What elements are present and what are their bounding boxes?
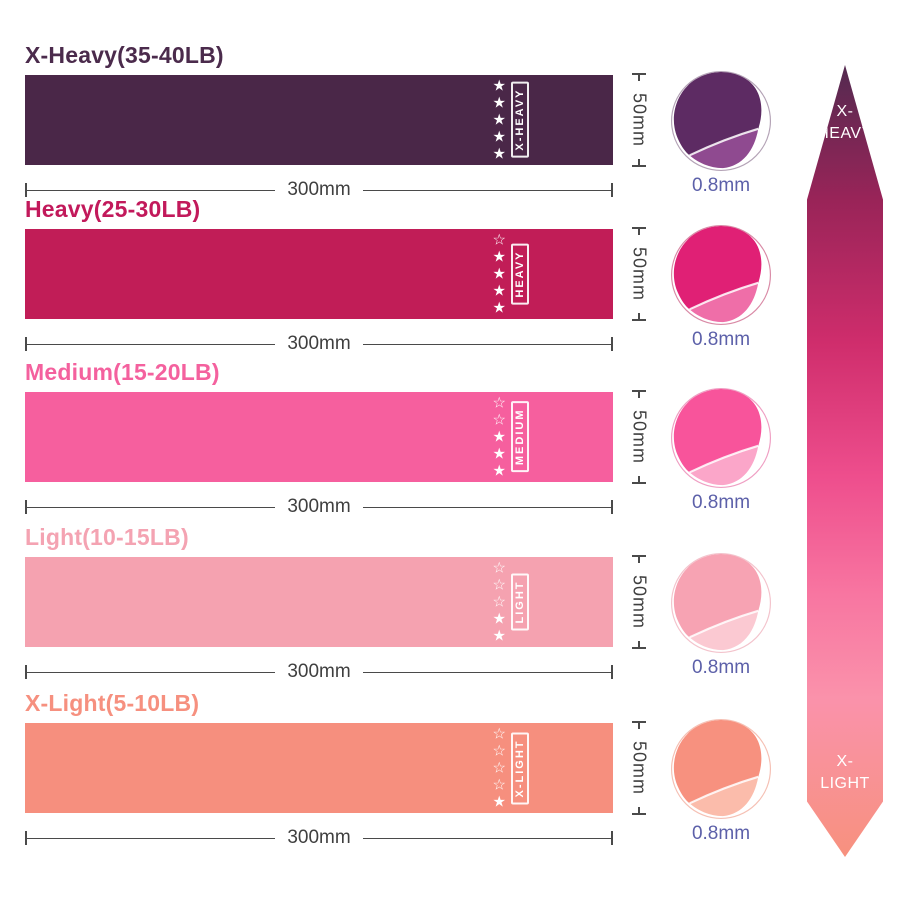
folded-band-icon	[670, 224, 772, 326]
band-swatch: ☆ ☆ ☆ ☆ ★ X-LIGHT	[25, 723, 613, 813]
dimension-tick-icon	[611, 665, 614, 679]
width-dimension: 300mm	[25, 496, 614, 518]
band-swatch: ☆ ☆ ☆ ★ ★ LIGHT	[25, 557, 613, 647]
tick-bottom-icon	[632, 639, 646, 649]
dimension-tick-icon	[25, 337, 27, 351]
height-dimension-label: 50mm	[629, 409, 650, 464]
band-badge: ☆ ★ ★ ★ ★ HEAVY	[492, 230, 529, 317]
thickness-photo	[670, 387, 772, 489]
band-tag-label: MEDIUM	[511, 401, 529, 473]
height-dimension: 50mm	[622, 390, 656, 484]
thickness-label: 0.8mm	[691, 175, 751, 196]
height-dimension-label: 50mm	[629, 740, 650, 795]
dimension-line	[27, 343, 276, 345]
width-dimension-label: 300mm	[287, 179, 351, 200]
folded-band-icon	[670, 718, 772, 820]
band-badge: ★ ★ ★ ★ ★ X-HEAVY	[492, 76, 529, 163]
dimension-tick-icon	[611, 183, 614, 197]
scale-bottom-label: X- LIGHT	[820, 753, 870, 792]
width-dimension: 300mm	[25, 179, 614, 201]
height-dimension-label: 50mm	[629, 574, 650, 629]
thickness-label: 0.8mm	[691, 329, 751, 350]
tick-top-icon	[632, 555, 646, 565]
dimension-line	[362, 671, 612, 673]
dimension-line	[27, 671, 276, 673]
dimension-line	[362, 343, 612, 345]
star-rating: ☆ ☆ ☆ ☆ ★	[492, 724, 506, 811]
thickness-label: 0.8mm	[691, 492, 751, 513]
band-badge: ☆ ☆ ☆ ★ ★ LIGHT	[492, 558, 529, 645]
tick-bottom-icon	[632, 157, 646, 167]
dimension-line	[27, 189, 276, 191]
width-dimension-label: 300mm	[287, 661, 351, 682]
band-tag-label: HEAVY	[511, 243, 529, 305]
band-title: Light(10-15LB)	[25, 524, 189, 550]
height-dimension: 50mm	[622, 555, 656, 649]
resistance-scale-arrow: X- HEAVY X- LIGHT	[807, 65, 883, 857]
tick-top-icon	[632, 73, 646, 83]
tick-bottom-icon	[632, 805, 646, 815]
thickness-photo	[670, 224, 772, 326]
tick-bottom-icon	[632, 474, 646, 484]
dimension-tick-icon	[611, 831, 614, 845]
dimension-line	[362, 837, 612, 839]
band-title: X-Heavy(35-40LB)	[25, 42, 224, 68]
band-swatch: ★ ★ ★ ★ ★ X-HEAVY	[25, 75, 613, 165]
band-badge: ☆ ☆ ★ ★ ★ MEDIUM	[492, 393, 529, 480]
folded-band-icon	[670, 70, 772, 172]
band-tag-label: LIGHT	[511, 573, 529, 631]
tick-top-icon	[632, 721, 646, 731]
band-swatch: ☆ ★ ★ ★ ★ HEAVY	[25, 229, 613, 319]
thickness-photo	[670, 70, 772, 172]
thickness-photo	[670, 552, 772, 654]
dimension-line	[362, 506, 612, 508]
scale-top-label: X- HEAVY	[817, 103, 873, 142]
height-dimension: 50mm	[622, 227, 656, 321]
band-title: Medium(15-20LB)	[25, 359, 220, 385]
width-dimension: 300mm	[25, 827, 614, 849]
dimension-tick-icon	[25, 183, 27, 197]
folded-band-icon	[670, 552, 772, 654]
band-title: Heavy(25-30LB)	[25, 196, 201, 222]
dimension-line	[27, 837, 276, 839]
height-dimension: 50mm	[622, 73, 656, 167]
band-section-x-light: X-Light(5-10LB) ☆ ☆ ☆ ☆ ★ X-LIGHT 300mm …	[0, 690, 900, 860]
width-dimension: 300mm	[25, 333, 614, 355]
star-rating: ☆ ☆ ★ ★ ★	[492, 393, 506, 480]
dimension-line	[362, 189, 612, 191]
star-rating: ☆ ☆ ☆ ★ ★	[492, 558, 506, 645]
width-dimension-label: 300mm	[287, 496, 351, 517]
dimension-line	[27, 506, 276, 508]
band-section-light: Light(10-15LB) ☆ ☆ ☆ ★ ★ LIGHT 300mm 50m…	[0, 524, 900, 694]
tick-top-icon	[632, 227, 646, 237]
band-badge: ☆ ☆ ☆ ☆ ★ X-LIGHT	[492, 724, 529, 811]
band-tag-label: X-LIGHT	[511, 732, 529, 804]
dimension-tick-icon	[611, 500, 614, 514]
width-dimension-label: 300mm	[287, 333, 351, 354]
band-swatch: ☆ ☆ ★ ★ ★ MEDIUM	[25, 392, 613, 482]
width-dimension-label: 300mm	[287, 827, 351, 848]
tick-top-icon	[632, 390, 646, 400]
band-section-heavy: Heavy(25-30LB) ☆ ★ ★ ★ ★ HEAVY 300mm 50m…	[0, 196, 900, 366]
thickness-label: 0.8mm	[691, 657, 751, 678]
dimension-tick-icon	[25, 500, 27, 514]
band-section-medium: Medium(15-20LB) ☆ ☆ ★ ★ ★ MEDIUM 300mm 5…	[0, 359, 900, 529]
folded-band-icon	[670, 387, 772, 489]
star-rating: ★ ★ ★ ★ ★	[492, 76, 506, 163]
thickness-label: 0.8mm	[691, 823, 751, 844]
band-tag-label: X-HEAVY	[511, 81, 529, 159]
star-rating: ☆ ★ ★ ★ ★	[492, 230, 506, 317]
dimension-tick-icon	[25, 831, 27, 845]
dimension-tick-icon	[25, 665, 27, 679]
width-dimension: 300mm	[25, 661, 614, 683]
height-dimension: 50mm	[622, 721, 656, 815]
height-dimension-label: 50mm	[629, 92, 650, 147]
tick-bottom-icon	[632, 311, 646, 321]
band-section-x-heavy: X-Heavy(35-40LB) ★ ★ ★ ★ ★ X-HEAVY 300mm…	[0, 42, 900, 212]
dimension-tick-icon	[611, 337, 614, 351]
height-dimension-label: 50mm	[629, 246, 650, 301]
band-title: X-Light(5-10LB)	[25, 690, 200, 716]
thickness-photo	[670, 718, 772, 820]
